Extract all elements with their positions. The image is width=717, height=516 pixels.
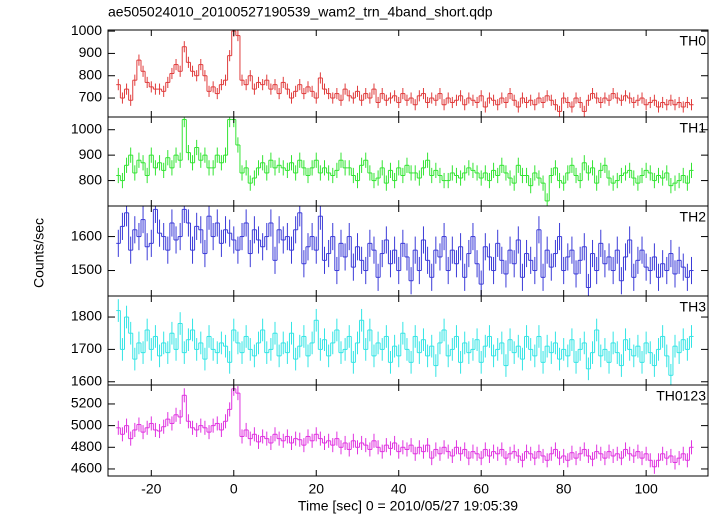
y-axis-label: Counts/sec bbox=[31, 218, 47, 288]
series-group bbox=[116, 30, 694, 117]
panel-frame bbox=[107, 116, 709, 207]
panel-frame bbox=[107, 384, 709, 477]
y-tick-label: 1000 bbox=[71, 22, 102, 38]
y-tick-label: 1600 bbox=[71, 227, 102, 243]
y-tick-label: 5000 bbox=[71, 416, 102, 432]
panel-frame bbox=[107, 295, 709, 386]
panel-frame bbox=[107, 29, 709, 118]
series-group bbox=[116, 385, 694, 474]
y-tick-label: 5200 bbox=[71, 395, 102, 411]
series-group bbox=[116, 299, 694, 385]
y-tick-label: 900 bbox=[79, 44, 103, 60]
y-tick-label: 700 bbox=[79, 89, 103, 105]
x-tick-label: 40 bbox=[391, 481, 407, 497]
x-tick-label: 100 bbox=[634, 481, 658, 497]
x-tick-label: 60 bbox=[473, 481, 489, 497]
chart-title: ae505024010_20100527190539_wam2_trn_4ban… bbox=[108, 4, 493, 20]
y-tick-label: 4600 bbox=[71, 460, 102, 476]
panel-frame bbox=[107, 205, 709, 297]
panel-label: TH2 bbox=[680, 209, 707, 225]
x-axis-label: Time [sec] 0 = 2010/05/27 19:05:39 bbox=[298, 498, 518, 514]
series-group bbox=[116, 117, 694, 206]
y-tick-label: 800 bbox=[79, 171, 103, 187]
x-tick-label: -20 bbox=[141, 481, 161, 497]
panel-label: TH3 bbox=[680, 299, 707, 315]
panel-label: TH0 bbox=[680, 33, 707, 49]
y-tick-label: 900 bbox=[79, 146, 103, 162]
y-tick-label: 1500 bbox=[71, 261, 102, 277]
y-tick-label: 1800 bbox=[71, 308, 102, 324]
y-tick-label: 1700 bbox=[71, 340, 102, 356]
x-tick-label: 0 bbox=[230, 481, 238, 497]
y-tick-label: 800 bbox=[79, 66, 103, 82]
y-tick-label: 1600 bbox=[71, 372, 102, 388]
x-tick-label: 20 bbox=[308, 481, 324, 497]
series-group bbox=[116, 206, 694, 296]
x-tick-label: 80 bbox=[556, 481, 572, 497]
panel-label: TH0123 bbox=[656, 388, 706, 404]
y-tick-label: 1000 bbox=[71, 120, 102, 136]
panel-label: TH1 bbox=[680, 120, 707, 136]
y-tick-label: 4800 bbox=[71, 438, 102, 454]
